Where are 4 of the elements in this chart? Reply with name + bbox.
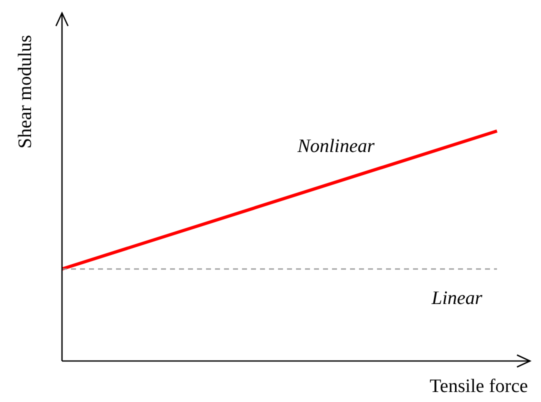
x-axis-title: Tensile force	[430, 376, 528, 397]
series-label: Nonlinear	[296, 136, 376, 157]
series-label: Linear	[430, 288, 483, 309]
y-axis-title: Shear modulus	[15, 35, 36, 148]
